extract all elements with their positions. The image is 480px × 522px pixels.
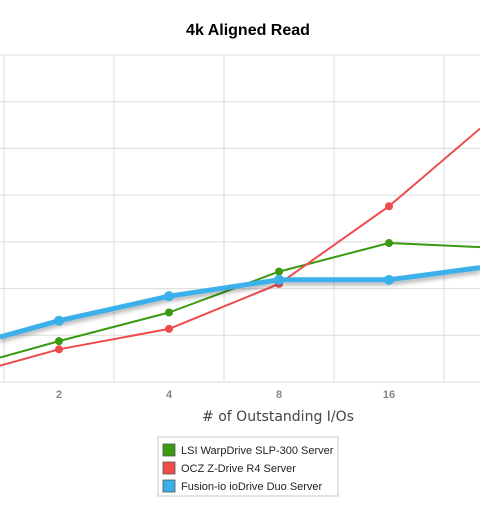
x-ticks: 2 4 8 16 [56,389,395,401]
x-tick-label: 16 [383,389,395,401]
legend-label: LSI WarpDrive SLP-300 Server [181,445,334,457]
series-1 [0,127,480,367]
data-point[interactable] [385,239,393,248]
data-point[interactable] [165,324,173,333]
series-line [0,265,480,340]
chart-title: 4k Aligned Read [186,22,310,39]
data-point[interactable] [55,345,63,354]
series-0 [0,239,480,359]
legend: LSI WarpDrive SLP-300 Server OCZ Z-Drive … [157,436,339,497]
x-tick-label: 8 [276,389,282,401]
data-point[interactable] [164,291,174,302]
data-point[interactable] [54,315,64,326]
legend-label: OCZ Z-Drive R4 Server [181,463,296,475]
grid [0,54,480,383]
legend-box [157,436,339,497]
data-point[interactable] [385,202,393,211]
series-line [0,127,480,367]
legend-swatch [162,461,176,475]
data-point[interactable] [165,308,173,317]
series-group [0,127,480,367]
series-line [0,242,480,359]
data-point[interactable] [55,337,63,346]
legend-swatch [162,443,176,457]
data-point[interactable] [275,267,283,276]
x-tick-label: 2 [56,389,62,401]
x-axis-label: # of Outstanding I/Os [202,409,354,425]
legend-label: Fusion-io ioDrive Duo Server [181,481,323,493]
data-point[interactable] [384,274,394,285]
x-tick-label: 4 [166,389,173,401]
series-2 [0,265,480,340]
data-point[interactable] [274,274,284,285]
legend-swatch [162,479,176,493]
